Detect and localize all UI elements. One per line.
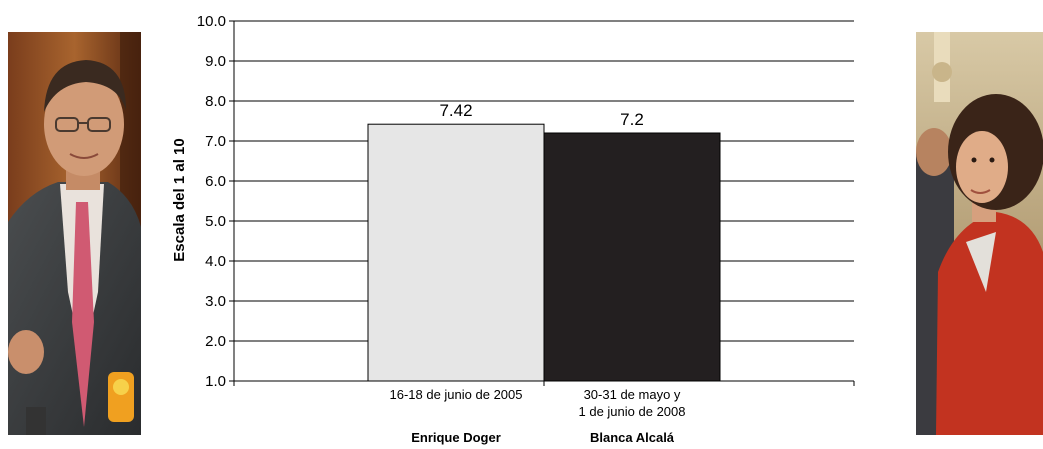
y-tick-label: 5.0 [205, 213, 226, 230]
y-axis-title: Escala del 1 al 10 [171, 138, 188, 261]
x-category-labels: 16-18 de junio de 2005 Enrique Doger 30-31… [389, 387, 685, 445]
data-label: 7.42 [439, 101, 472, 120]
man-in-suit-image [8, 32, 141, 435]
x-tick-label-name: Enrique Doger [411, 430, 501, 445]
bars [367, 123, 721, 382]
y-tick-label: 10.0 [197, 13, 226, 30]
x-tick-label-name: Blanca Alcalá [590, 430, 675, 445]
bar-chart: 1.02.03.04.05.06.07.08.09.010.0 7.42 7.2 … [171, 13, 855, 445]
y-tick-label: 9.0 [205, 53, 226, 70]
photo-right [916, 32, 1043, 435]
x-tick-label-date: 16-18 de junio de 2005 [389, 387, 522, 402]
photo-left [8, 32, 141, 435]
y-tick-label: 3.0 [205, 293, 226, 310]
axes [229, 20, 855, 386]
y-tick-label: 7.0 [205, 133, 226, 150]
y-tick-label: 6.0 [205, 173, 226, 190]
y-tick-label: 8.0 [205, 93, 226, 110]
value-labels: 7.42 7.2 [439, 101, 643, 129]
x-tick-label-date: 30-31 de mayo y [584, 387, 681, 402]
x-tick-label-date-line2: 1 de junio de 2008 [579, 404, 686, 419]
woman-in-red-image [916, 32, 1043, 435]
bar [367, 123, 545, 382]
y-tick-label: 1.0 [205, 373, 226, 390]
y-tick-label: 4.0 [205, 253, 226, 270]
y-tick-label: 2.0 [205, 333, 226, 350]
y-tick-labels: 1.0 2.0 3.0 4.0 5.0 6.0 7.0 8.0 9.0 10.0 [197, 13, 226, 390]
data-label: 7.2 [620, 110, 644, 129]
bar [543, 132, 721, 382]
